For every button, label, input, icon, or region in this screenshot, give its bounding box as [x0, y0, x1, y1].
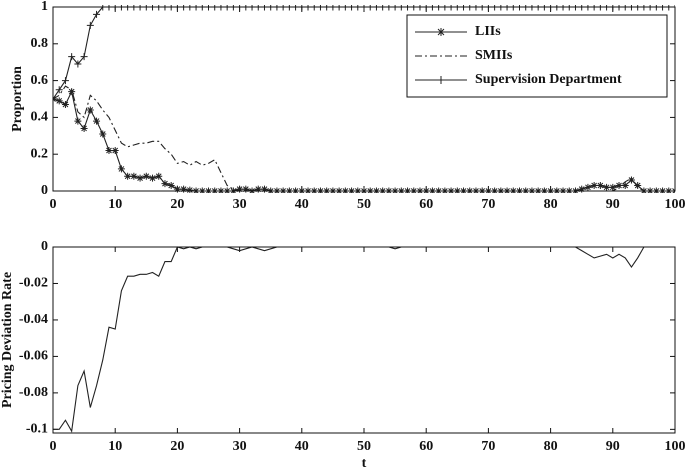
x-tick-label: 60: [419, 197, 433, 212]
point-marker: [242, 185, 250, 193]
x-tick-label: 0: [50, 197, 57, 212]
y-tick-label: 0.4: [31, 110, 49, 125]
y-axis-label: Proportion: [10, 66, 25, 132]
point-marker: [74, 117, 82, 125]
x-tick-label: 0: [50, 439, 57, 454]
point-marker: [236, 185, 244, 193]
x-tick-label: 70: [481, 197, 495, 212]
point-marker: [142, 172, 150, 180]
point-marker: [93, 10, 101, 18]
point-marker: [615, 181, 623, 189]
point-marker: [578, 185, 586, 193]
x-tick-label: 20: [170, 439, 184, 454]
x-tick-label: 10: [108, 439, 122, 454]
point-marker: [68, 53, 76, 61]
point-marker: [584, 183, 592, 191]
x-tick-label: 90: [606, 197, 620, 212]
legend-label: LIIs: [475, 24, 501, 39]
axes-frame: [52, 246, 676, 434]
x-tick-label: 10: [108, 197, 122, 212]
point-marker: [117, 165, 125, 173]
point-marker: [186, 186, 194, 193]
point-marker: [93, 117, 101, 125]
x-tick-label: 70: [481, 439, 495, 454]
point-marker: [603, 183, 611, 191]
point-marker: [105, 147, 113, 155]
axes-frame: [52, 6, 676, 192]
x-tick-label: 50: [357, 197, 371, 212]
series-line: [53, 246, 675, 433]
x-tick-label: 90: [606, 439, 620, 454]
legend-marker: [437, 28, 445, 36]
point-marker: [55, 97, 63, 105]
point-marker: [136, 174, 144, 182]
point-marker: [149, 174, 157, 182]
y-tick-label: 0.6: [31, 73, 49, 88]
x-tick-label: 30: [233, 439, 247, 454]
point-marker: [86, 21, 94, 29]
point-marker: [161, 180, 169, 188]
y-axis-label: Pricing Deviation Rate: [0, 272, 15, 408]
legend-label: SMIIs: [475, 48, 513, 63]
plot-area: [53, 246, 675, 433]
x-tick-label: 80: [544, 439, 558, 454]
x-tick-label: 100: [665, 439, 685, 454]
point-marker: [180, 185, 188, 193]
point-marker: [254, 185, 262, 193]
y-tick-label: 1: [41, 0, 48, 14]
y-tick-label: 0.8: [31, 36, 49, 51]
point-marker: [621, 181, 629, 189]
y-tick-label: -0.02: [19, 276, 48, 291]
point-marker: [634, 181, 642, 189]
x-tick-label: 40: [295, 439, 309, 454]
point-marker: [609, 183, 617, 191]
point-marker: [167, 181, 175, 189]
point-marker: [173, 185, 181, 193]
x-tick-label: 100: [665, 197, 685, 212]
legend-label: Supervision Department: [475, 72, 622, 87]
point-marker: [130, 172, 138, 180]
y-tick-label: -0.06: [19, 349, 48, 364]
x-tick-label: 80: [544, 197, 558, 212]
y-tick-label: -0.04: [19, 312, 48, 327]
x-tick-label: 30: [233, 197, 247, 212]
y-tick-label: 0.2: [31, 146, 49, 161]
x-tick-label: 40: [295, 197, 309, 212]
point-marker: [74, 60, 82, 68]
point-marker: [111, 147, 119, 155]
point-marker: [596, 181, 604, 189]
point-marker: [55, 86, 63, 94]
point-marker: [53, 95, 57, 103]
point-marker: [80, 124, 88, 132]
point-marker: [68, 88, 76, 96]
legend-marker: [437, 76, 445, 84]
point-marker: [124, 172, 132, 180]
point-marker: [260, 185, 268, 193]
y-tick-label: -0.08: [19, 385, 48, 400]
point-marker: [86, 106, 94, 114]
y-tick-label: 0: [41, 183, 48, 198]
point-marker: [590, 181, 598, 189]
y-tick-label: -0.1: [26, 422, 48, 437]
x-axis-label: t: [362, 456, 367, 471]
point-marker: [99, 130, 107, 138]
x-tick-label: 50: [357, 439, 371, 454]
point-marker: [80, 53, 88, 61]
point-marker: [61, 101, 69, 109]
x-tick-label: 60: [419, 439, 433, 454]
x-tick-label: 20: [170, 197, 184, 212]
point-marker: [627, 176, 635, 184]
y-tick-label: 0: [41, 239, 48, 254]
point-marker: [155, 172, 163, 180]
point-marker: [61, 77, 69, 85]
